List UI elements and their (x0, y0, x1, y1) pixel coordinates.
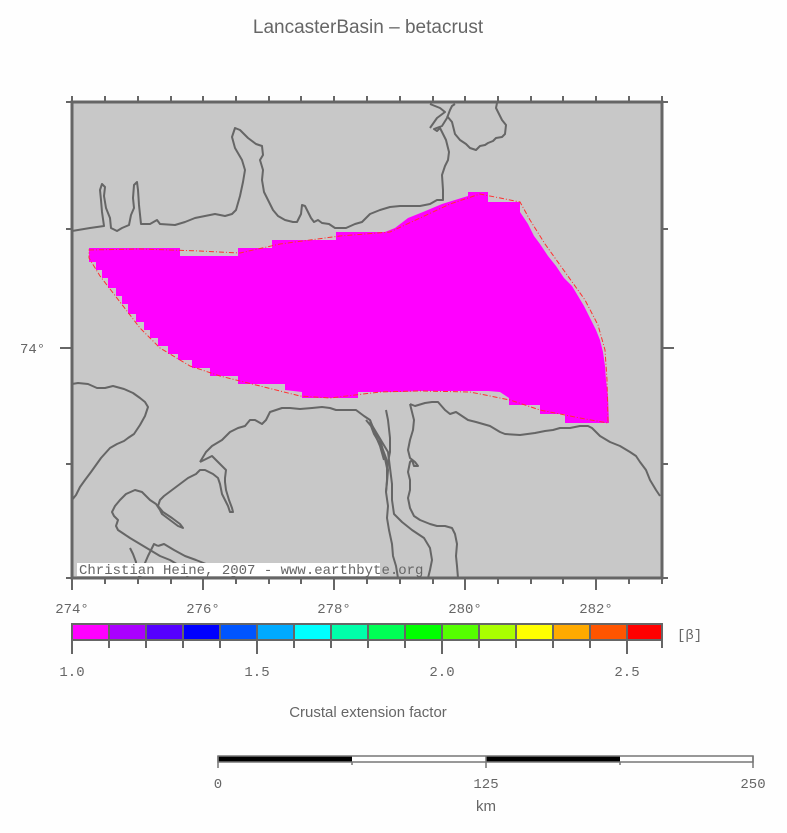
scale-unit: km (476, 798, 496, 815)
map-title: LancasterBasin – betacrust (252, 17, 484, 38)
cb-label-1-5: 1.5 (244, 665, 269, 681)
cb-label-2-0: 2.0 (429, 665, 454, 681)
scale-bar (217, 755, 754, 768)
y-label-74: 74° (20, 342, 45, 358)
basin-region (89, 192, 609, 423)
x-label-280: 280° (448, 602, 482, 618)
bottom-ticks (71, 578, 663, 590)
x-label-276: 276° (186, 602, 220, 618)
scale-label-125: 125 (473, 777, 498, 793)
colorbar-title: Crustal extension factor (289, 704, 447, 721)
side-ticks (60, 101, 674, 579)
cb-label-2-5: 2.5 (614, 665, 639, 681)
colorbar (71, 623, 663, 654)
x-axis-labels: 274° 276° 278° 280° 282° (55, 602, 613, 618)
cb-label-1-0: 1.0 (59, 665, 84, 681)
colorbar-labels: 1.0 1.5 2.0 2.5 (59, 665, 639, 681)
x-label-282: 282° (579, 602, 613, 618)
scale-label-0: 0 (214, 777, 222, 793)
top-ticks (71, 96, 663, 102)
x-label-278: 278° (317, 602, 351, 618)
basin-outline (88, 193, 609, 424)
x-label-274: 274° (55, 602, 89, 618)
colorbar-unit: [β] (677, 628, 702, 644)
credit-text: Christian Heine, 2007 - www.earthbyte.or… (79, 563, 423, 579)
scale-label-250: 250 (740, 777, 765, 793)
credit-box (77, 563, 380, 576)
